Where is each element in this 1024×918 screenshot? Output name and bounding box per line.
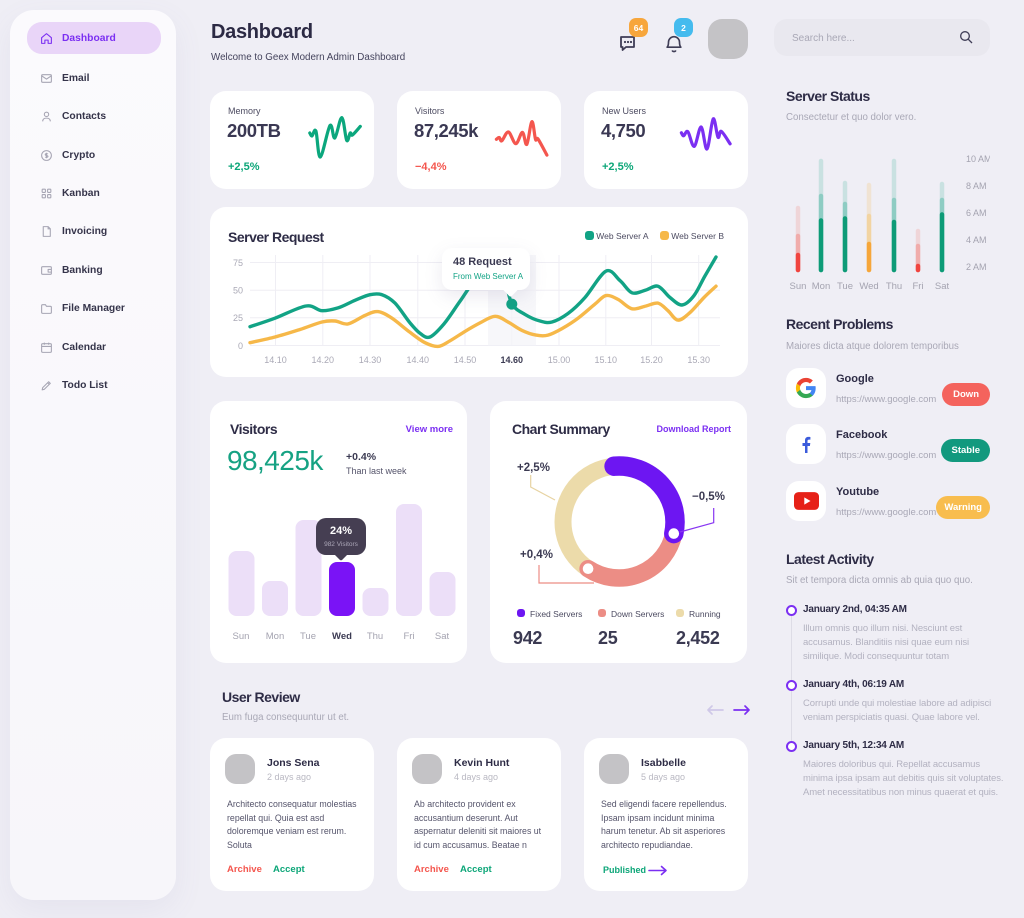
svg-text:25: 25 [233,313,243,323]
svg-text:Sun: Sun [790,281,807,292]
svg-text:Sat: Sat [935,281,950,292]
svg-text:15.10: 15.10 [595,355,618,365]
svg-text:Fri: Fri [403,631,414,642]
svg-text:50: 50 [233,286,243,296]
svg-text:6 AM: 6 AM [966,208,987,218]
svg-text:4 AM: 4 AM [966,235,987,245]
svg-text:Mon: Mon [812,281,830,292]
svg-text:942: 942 [513,628,542,648]
svg-text:0: 0 [238,341,243,351]
svg-text:2 AM: 2 AM [966,262,987,272]
svg-text:Wed: Wed [332,631,352,642]
svg-text:Fixed Servers: Fixed Servers [530,609,582,619]
svg-text:14.30: 14.30 [359,355,382,365]
svg-text:14.40: 14.40 [407,355,430,365]
svg-text:14.50: 14.50 [454,355,477,365]
svg-text:25: 25 [598,628,618,648]
svg-text:Down Servers: Down Servers [611,609,664,619]
svg-text:15.30: 15.30 [687,355,710,365]
svg-text:14.20: 14.20 [312,355,335,365]
svg-text:15.20: 15.20 [640,355,663,365]
svg-text:Sat: Sat [435,631,450,642]
svg-text:Thu: Thu [367,631,383,642]
svg-text:+0,4%: +0,4% [520,549,553,561]
svg-text:Fri: Fri [912,281,923,292]
svg-text:+2,5%: +2,5% [517,462,550,474]
svg-text:Sun: Sun [233,631,250,642]
svg-text:Running: Running [689,609,721,619]
svg-text:Tue: Tue [837,281,853,292]
svg-text:14.10: 14.10 [264,355,287,365]
svg-text:15.00: 15.00 [548,355,571,365]
svg-text:10 AM: 10 AM [966,154,990,164]
svg-text:Mon: Mon [266,631,284,642]
svg-text:Thu: Thu [886,281,902,292]
svg-text:75: 75 [233,258,243,268]
svg-text:14.60: 14.60 [501,355,524,365]
svg-text:2,452: 2,452 [676,628,720,648]
svg-text:Wed: Wed [859,281,878,292]
svg-text:−0,5%: −0,5% [692,491,725,503]
svg-text:8 AM: 8 AM [966,181,987,191]
svg-text:Tue: Tue [300,631,316,642]
